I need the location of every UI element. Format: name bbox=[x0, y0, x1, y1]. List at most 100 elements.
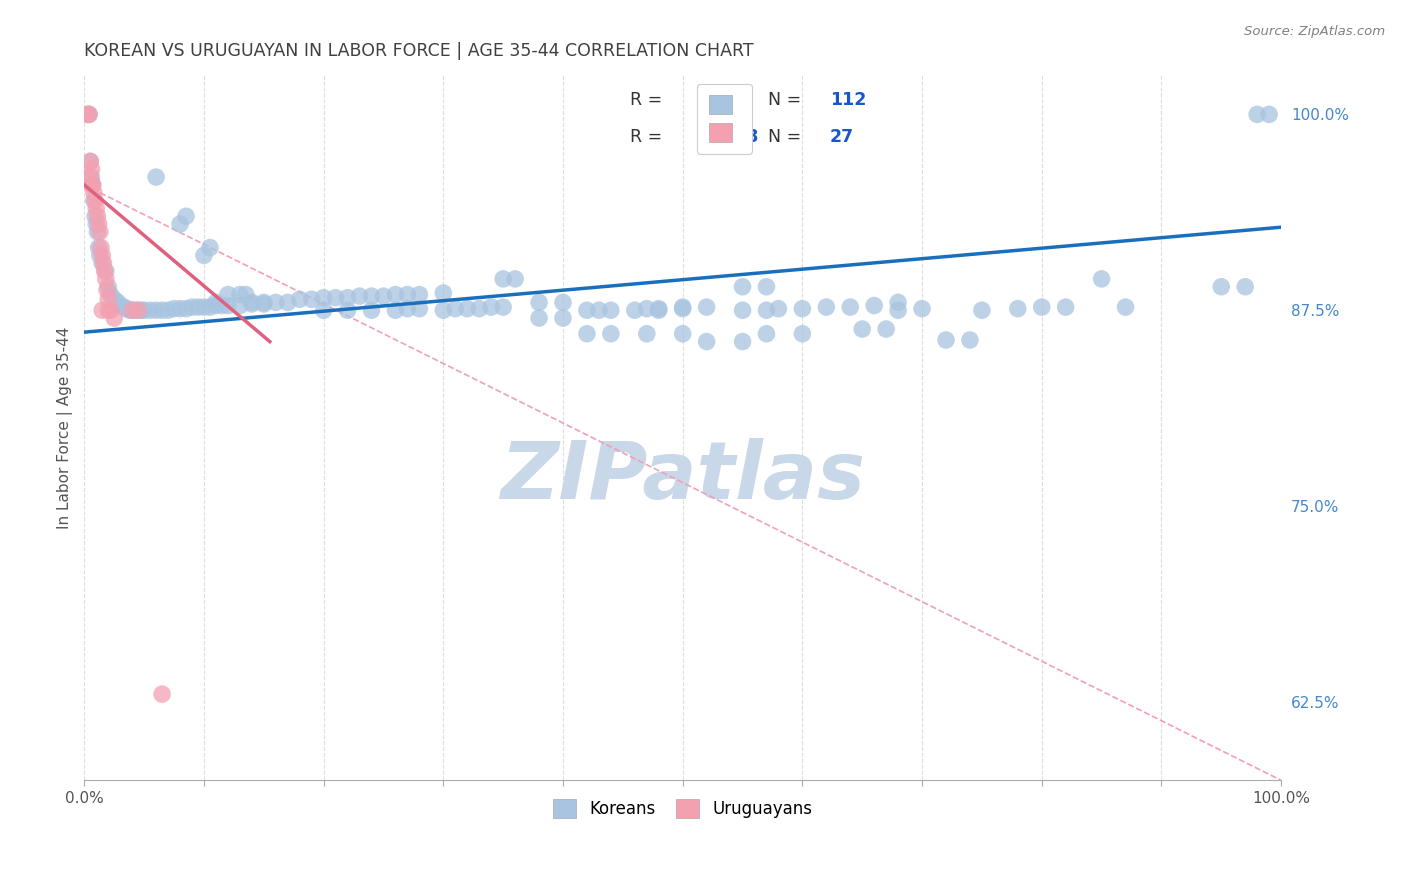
Point bbox=[86, 209, 108, 223]
Point bbox=[768, 301, 790, 316]
Text: KOREAN VS URUGUAYAN IN LABOR FORCE | AGE 35-44 CORRELATION CHART: KOREAN VS URUGUAYAN IN LABOR FORCE | AGE… bbox=[84, 42, 754, 60]
Point bbox=[82, 178, 104, 192]
Point bbox=[851, 322, 873, 336]
Point bbox=[108, 299, 131, 313]
Point bbox=[672, 300, 695, 314]
Point bbox=[84, 217, 107, 231]
Point bbox=[432, 285, 454, 300]
Point bbox=[91, 303, 114, 318]
Text: R =: R = bbox=[630, 91, 662, 109]
Point bbox=[84, 202, 107, 216]
Point bbox=[103, 293, 125, 307]
Point bbox=[121, 303, 143, 318]
Point bbox=[87, 241, 110, 255]
Point bbox=[77, 107, 100, 121]
Point bbox=[408, 287, 430, 301]
Point bbox=[264, 295, 287, 310]
Point bbox=[253, 297, 276, 311]
Point bbox=[887, 295, 910, 310]
Point bbox=[77, 107, 100, 121]
Point bbox=[970, 303, 993, 318]
Text: Source: ZipAtlas.com: Source: ZipAtlas.com bbox=[1244, 25, 1385, 38]
Point bbox=[82, 178, 104, 192]
Point bbox=[959, 333, 981, 347]
Point bbox=[312, 291, 335, 305]
Point bbox=[96, 283, 118, 297]
Legend: Koreans, Uruguayans: Koreans, Uruguayans bbox=[547, 792, 820, 825]
Point bbox=[205, 295, 228, 310]
Point bbox=[121, 303, 143, 318]
Point bbox=[336, 291, 359, 305]
Text: 112: 112 bbox=[830, 91, 866, 109]
Point bbox=[648, 301, 671, 316]
Point bbox=[599, 326, 621, 341]
Point bbox=[599, 303, 621, 318]
Point bbox=[636, 326, 658, 341]
Point bbox=[551, 295, 574, 310]
Point bbox=[94, 272, 117, 286]
Point bbox=[150, 687, 173, 701]
Point bbox=[288, 293, 311, 307]
Point bbox=[336, 303, 359, 318]
Point bbox=[253, 295, 276, 310]
Point bbox=[139, 303, 162, 318]
Point bbox=[360, 289, 382, 303]
Point bbox=[1234, 279, 1257, 293]
Point bbox=[229, 287, 252, 301]
Point bbox=[468, 301, 491, 316]
Point bbox=[792, 326, 814, 341]
Point bbox=[87, 217, 110, 231]
Point bbox=[150, 303, 173, 318]
Point bbox=[301, 293, 323, 307]
Point bbox=[575, 303, 598, 318]
Point bbox=[80, 162, 103, 177]
Point bbox=[100, 287, 122, 301]
Point bbox=[217, 299, 239, 313]
Point bbox=[408, 301, 430, 316]
Point bbox=[527, 311, 550, 326]
Text: 27: 27 bbox=[830, 128, 853, 146]
Point bbox=[112, 300, 135, 314]
Point bbox=[863, 299, 886, 313]
Point bbox=[887, 303, 910, 318]
Point bbox=[103, 311, 125, 326]
Point bbox=[527, 295, 550, 310]
Point bbox=[93, 256, 115, 270]
Y-axis label: In Labor Force | Age 35-44: In Labor Force | Age 35-44 bbox=[58, 326, 73, 529]
Point bbox=[839, 300, 862, 314]
Point bbox=[360, 303, 382, 318]
Point bbox=[1211, 279, 1233, 293]
Point bbox=[198, 300, 221, 314]
Point bbox=[174, 209, 197, 223]
Point bbox=[84, 194, 107, 208]
Point bbox=[80, 169, 103, 184]
Text: R =: R = bbox=[630, 128, 662, 146]
Point bbox=[229, 299, 252, 313]
Point bbox=[636, 301, 658, 316]
Point bbox=[755, 279, 778, 293]
Point bbox=[432, 303, 454, 318]
Point bbox=[240, 297, 263, 311]
Point bbox=[1090, 272, 1112, 286]
Point bbox=[755, 326, 778, 341]
Point bbox=[89, 225, 111, 239]
Point bbox=[755, 303, 778, 318]
Point bbox=[384, 287, 406, 301]
Point bbox=[131, 303, 153, 318]
Point bbox=[79, 169, 101, 184]
Point bbox=[174, 301, 197, 316]
Point bbox=[134, 303, 156, 318]
Point bbox=[240, 295, 263, 310]
Point bbox=[169, 301, 191, 316]
Point bbox=[127, 303, 149, 318]
Point bbox=[373, 289, 395, 303]
Point bbox=[169, 217, 191, 231]
Point bbox=[588, 303, 610, 318]
Point bbox=[672, 326, 695, 341]
Point bbox=[94, 264, 117, 278]
Point bbox=[193, 248, 215, 262]
Point bbox=[187, 300, 209, 314]
Point bbox=[118, 303, 141, 318]
Point bbox=[349, 289, 371, 303]
Point bbox=[277, 295, 299, 310]
